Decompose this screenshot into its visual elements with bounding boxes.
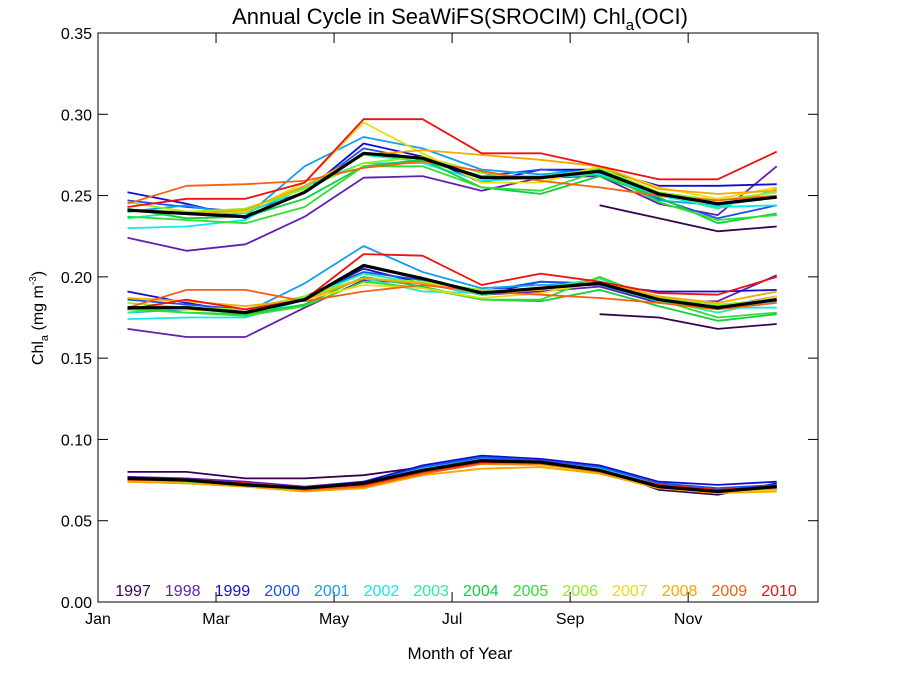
x-axis: Jan Mar May Jul Sep Nov — [85, 33, 702, 628]
legend-item-2001: 2001 — [314, 583, 350, 600]
series-line-2002-upper — [127, 162, 777, 229]
legend-item-2004: 2004 — [463, 583, 499, 600]
mean-line-lower — [127, 459, 777, 494]
legend-item-1998: 1998 — [165, 583, 201, 600]
y-tick-label: 0.15 — [61, 351, 92, 368]
series-line-2006-upper — [127, 155, 777, 213]
legend-item-2003: 2003 — [413, 583, 449, 600]
legend-item-2005: 2005 — [513, 583, 549, 600]
legend-item-1999: 1999 — [215, 583, 251, 600]
x-tick-label: Jan — [85, 611, 111, 628]
y-tick-label: 0.30 — [61, 107, 92, 124]
series-line-2010-upper — [127, 118, 778, 208]
legend-item-2002: 2002 — [364, 583, 400, 600]
y-tick-label: 0.05 — [61, 514, 92, 531]
legend-item-2006: 2006 — [562, 583, 598, 600]
mean-line-middle — [127, 263, 777, 315]
legend-item-2007: 2007 — [612, 583, 648, 600]
y-axis-label: Chla (mg m-3) — [28, 271, 51, 365]
series-line-2008-upper — [127, 149, 777, 215]
plot-frame — [97, 32, 819, 603]
legend-item-2008: 2008 — [662, 583, 698, 600]
x-tick-label: Sep — [556, 611, 585, 628]
x-tick-label: Jul — [442, 611, 462, 628]
legend: 1997 1998 1999 2000 2001 2002 2003 2004 2005 2006… — [115, 583, 797, 600]
mean-lines — [127, 151, 777, 494]
y-axis: 0.00 0.05 0.10 0.15 0.20 0.25 0.30 0.35 — [61, 26, 818, 612]
y-tick-label: 0.10 — [61, 432, 92, 449]
x-tick-label: May — [319, 611, 349, 628]
series-line-1997-upper — [599, 204, 777, 233]
series-line-2010-middle — [127, 253, 777, 311]
mean-line-upper — [127, 151, 777, 219]
legend-item-2010: 2010 — [761, 583, 797, 600]
legend-item-2009: 2009 — [712, 583, 748, 600]
chart-title: Annual Cycle in SeaWiFS(SROCIM) Chla(OCI… — [232, 4, 688, 34]
legend-item-1997: 1997 — [115, 583, 151, 600]
y-tick-label: 0.25 — [61, 189, 92, 206]
legend-item-2000: 2000 — [264, 583, 300, 600]
x-axis-label: Month of Year — [408, 644, 513, 663]
y-tick-label: 0.35 — [61, 26, 92, 43]
series-line-1997-middle — [599, 313, 777, 330]
y-tick-label: 0.20 — [61, 270, 92, 287]
x-tick-label: Nov — [674, 611, 702, 628]
series-line-2005-upper — [127, 165, 777, 225]
x-tick-label: Mar — [202, 611, 230, 628]
series-line-2009-middle — [127, 284, 777, 311]
y-tick-label: 0.00 — [61, 595, 92, 612]
